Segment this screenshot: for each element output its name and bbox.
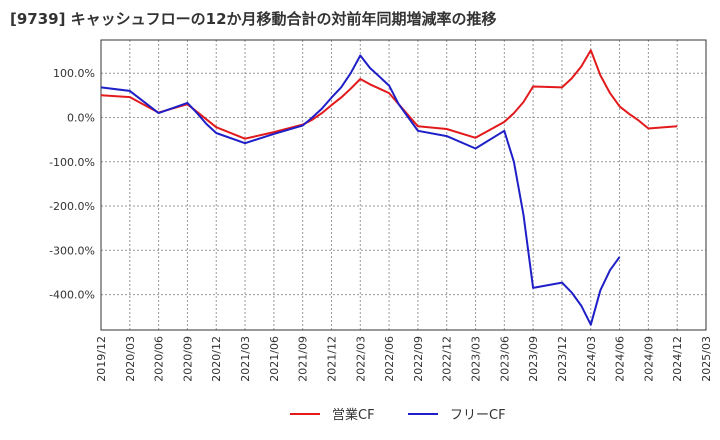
y-tick-label: -200.0% xyxy=(49,200,95,213)
y-tick-label: -300.0% xyxy=(49,244,95,257)
x-tick-label: 2019/12 xyxy=(95,336,108,382)
x-tick-label: 2025/03 xyxy=(700,336,713,382)
x-tick-label: 2023/06 xyxy=(498,336,511,382)
x-tick-label: 2023/03 xyxy=(470,336,483,382)
x-tick-label: 2020/03 xyxy=(124,336,137,382)
x-tick-label: 2022/06 xyxy=(383,336,396,382)
y-tick-label: 100.0% xyxy=(53,67,95,80)
plot-frame xyxy=(100,39,707,331)
y-tick-label: 0.0% xyxy=(67,111,95,124)
x-tick-label: 2021/09 xyxy=(297,336,310,382)
x-tick-label: 2023/12 xyxy=(556,336,569,382)
x-tick-label: 2020/06 xyxy=(153,336,166,382)
x-tick-label: 2024/09 xyxy=(642,336,655,382)
y-tick-label: -100.0% xyxy=(49,156,95,169)
y-tick-label: -400.0% xyxy=(49,289,95,302)
legend: 営業CF フリーCF xyxy=(290,407,506,423)
x-tick-label: 2022/03 xyxy=(354,336,367,382)
x-tick-label: 2024/06 xyxy=(614,336,627,382)
x-tick-label: 2022/09 xyxy=(412,336,425,382)
legend-label-2: フリーCF xyxy=(450,408,506,423)
chart-title: [9739] キャッシュフローの12か月移動合計の対前年同期増減率の推移 xyxy=(10,10,497,28)
legend-label-1: 営業CF xyxy=(332,407,375,423)
series-line-2 xyxy=(100,54,621,326)
x-axis: 2019/12 2020/03 2020/06 2020/09 2020/12 2021/… xyxy=(95,336,713,382)
y-axis: 100.0% 0.0% -100.0% -200.0% -300.0% -400.0% xyxy=(49,67,95,301)
x-tick-label: 2021/03 xyxy=(239,336,252,382)
series-layer xyxy=(100,49,678,326)
x-tick-label: 2020/12 xyxy=(210,336,223,382)
x-tick-label: 2024/12 xyxy=(671,336,684,382)
x-tick-label: 2021/12 xyxy=(325,336,338,382)
grid-layer xyxy=(100,40,707,330)
x-tick-label: 2024/03 xyxy=(585,336,598,382)
x-tick-label: 2020/09 xyxy=(181,336,194,382)
x-tick-label: 2021/06 xyxy=(268,336,281,382)
series-line-1 xyxy=(100,49,678,140)
x-tick-label: 2023/09 xyxy=(527,336,540,382)
x-tick-label: 2022/12 xyxy=(441,336,454,382)
